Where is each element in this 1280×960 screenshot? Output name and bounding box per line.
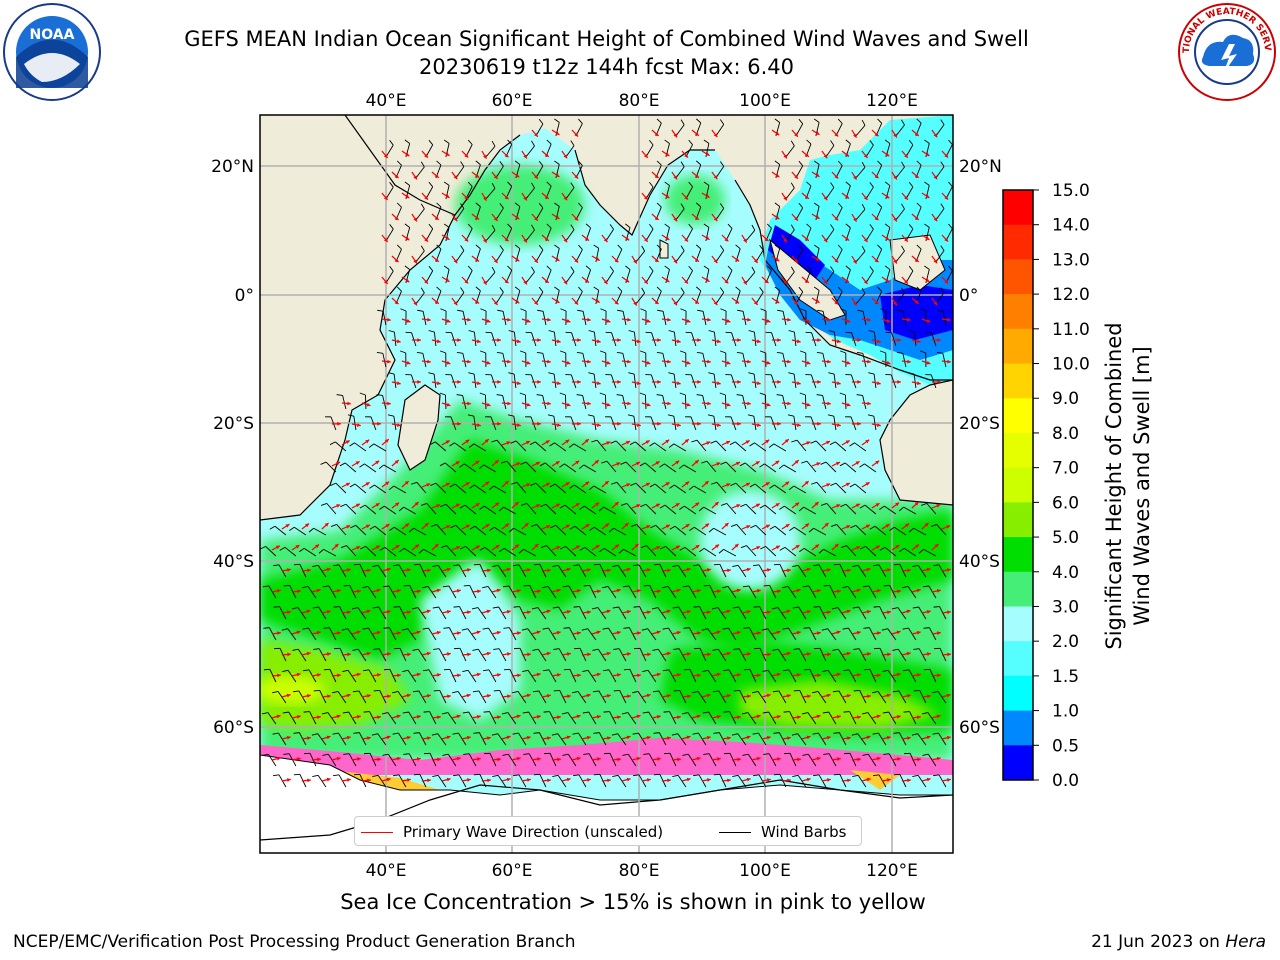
legend-wind-barbs: Wind Barbs: [719, 823, 846, 841]
lat-label-left: 40°S: [213, 552, 254, 572]
chart-subtitle: 20230619 t12z 144h fcst Max: 6.40: [419, 55, 794, 79]
legend-wave-direction: Primary Wave Direction (unscaled): [361, 823, 663, 841]
coastline-red-sea: [344, 115, 521, 216]
lat-label-left: 20°S: [213, 414, 254, 434]
colorbar-tick-label: 8.0: [1052, 424, 1079, 444]
colorbar-band: [1003, 675, 1033, 712]
bay-of-bengal-swell: [665, 175, 725, 225]
colorbar-band: [1003, 190, 1033, 226]
colorbar-tick-label: 0.0: [1052, 771, 1079, 791]
colorbar-tick-label: 9.0: [1052, 389, 1079, 409]
colorbar-frame: [1002, 189, 1034, 781]
colorbar-tick-label: 1.5: [1052, 667, 1079, 687]
colorbar-tick-label: 11.0: [1052, 320, 1090, 340]
lon-label-top: 100°E: [739, 91, 791, 111]
lon-label-bottom: 120°E: [866, 861, 918, 881]
sea-ice-note-text: Sea Ice Concentration > 15% is shown in …: [340, 890, 926, 914]
colorbar-band: [1003, 398, 1033, 434]
arabian-sea-swell: [455, 165, 585, 245]
colorbar-tick-label: 2.0: [1052, 632, 1079, 652]
swell-peak: [260, 676, 325, 704]
lat-labels-left: 20°N 0° 20°S 40°S 60°S: [211, 157, 254, 738]
lon-label-top: 60°E: [492, 91, 533, 111]
lon-label-bottom: 80°E: [619, 861, 660, 881]
lat-label-right: 40°S: [959, 552, 1000, 572]
colorbar-tick-label: 10.0: [1052, 355, 1090, 375]
lon-label-top: 40°E: [366, 91, 407, 111]
lat-label-right: 60°S: [959, 718, 1000, 738]
swell-band-5m: [260, 640, 410, 730]
map-legend: Primary Wave Direction (unscaled) Wind B…: [354, 816, 862, 846]
colorbar-band: [1003, 432, 1033, 469]
colorbar-band: [1003, 710, 1033, 746]
sea-ice-note: Sea Ice Concentration > 15% is shown in …: [0, 890, 1280, 914]
legend-wave-swatch: [361, 832, 393, 833]
madagascar: [397, 384, 441, 471]
footer-date-text: 21 Jun 2023 on: [1091, 932, 1226, 952]
map-area: [260, 115, 953, 853]
sea-ice-pink: [260, 738, 953, 775]
colorbar-band: [1003, 294, 1033, 330]
colorbar-tick-label: 7.0: [1052, 459, 1079, 479]
colorbar-band: [1003, 363, 1033, 399]
legend-wave-label: Primary Wave Direction (unscaled): [403, 823, 664, 841]
colorbar-band: [1003, 537, 1033, 573]
footer-host: Hera: [1225, 932, 1266, 952]
colorbar-band: [1003, 467, 1033, 503]
wave-direction-arrows: [271, 129, 951, 783]
lat-label-left: 60°S: [213, 718, 254, 738]
colorbar-band: [1003, 641, 1033, 677]
colorbar: 15.0 14.0 13.0 12.0 11.0 10.0 9.0 8.0 7.0 6.0 5.0 4…: [1002, 181, 1090, 791]
colorbar-tick-label: 13.0: [1052, 250, 1090, 270]
colorbar-label-line2: Wind Waves and Swell [m]: [1130, 346, 1154, 626]
colorbar-tick-label: 0.5: [1052, 736, 1079, 756]
colorbar-band: [1003, 571, 1033, 607]
lon-labels-bottom: 40°E 60°E 80°E 100°E 120°E: [366, 861, 918, 881]
footer-date: 21 Jun 2023 on Hera: [1091, 932, 1266, 952]
legend-wind-label: Wind Barbs: [761, 823, 847, 841]
coastline-india: [574, 149, 715, 236]
colorbar-tick-label: 14.0: [1052, 216, 1090, 236]
noaa-logo: NOAA: [3, 3, 101, 101]
lon-label-bottom: 100°E: [739, 861, 791, 881]
lon-label-top: 120°E: [866, 91, 918, 111]
lon-label-bottom: 60°E: [492, 861, 533, 881]
lat-label-right: 0°: [959, 286, 978, 306]
sunda-shelf: [768, 225, 825, 280]
colorbar-tick-label: 6.0: [1052, 493, 1079, 513]
colorbar-band: [1003, 259, 1033, 295]
colorbar-band: [1003, 328, 1033, 365]
colorbar-tick-label: 4.0: [1052, 563, 1079, 583]
colorbar-tick-label: 3.0: [1052, 597, 1079, 617]
swell-band-5m-b: [740, 680, 940, 730]
colorbar-tick-label: 5.0: [1052, 528, 1079, 548]
colorbar-band: [1003, 502, 1033, 538]
lat-label-right: 20°S: [959, 414, 1000, 434]
colorbar-label: Significant Height of Combined Wind Wave…: [1100, 276, 1156, 696]
chart-title: GEFS MEAN Indian Ocean Significant Heigh…: [184, 27, 1029, 51]
lon-labels-top: 40°E 60°E 80°E 100°E 120°E: [366, 91, 918, 111]
colorbar-label-line1: Significant Height of Combined: [1102, 322, 1126, 650]
indonesia-shallow-2: [880, 285, 953, 340]
colorbar-band: [1003, 224, 1033, 260]
colorbar-tick-label: 12.0: [1052, 285, 1090, 305]
lat-label-left: 20°N: [211, 157, 254, 177]
footer-branch: NCEP/EMC/Verification Post Processing Pr…: [13, 932, 576, 952]
lon-label-bottom: 40°E: [366, 861, 407, 881]
colorbar-tick-label: 15.0: [1052, 181, 1090, 201]
noaa-logo-text: NOAA: [30, 27, 75, 43]
nws-logo: NATIONAL WEATHER SERVICE: [1177, 2, 1276, 101]
australia: [879, 379, 953, 506]
colorbar-tick-label: 1.0: [1052, 702, 1079, 722]
lat-label-right: 20°N: [959, 157, 1002, 177]
lat-label-left: 0°: [235, 286, 254, 306]
lat-labels-right: 20°N 0° 20°S 40°S 60°S: [959, 157, 1002, 738]
colorbar-band: [1003, 745, 1033, 781]
lon-label-top: 80°E: [619, 91, 660, 111]
colorbar-band: [1003, 606, 1033, 642]
map-frame: [259, 114, 954, 854]
legend-wind-swatch: [719, 832, 751, 833]
